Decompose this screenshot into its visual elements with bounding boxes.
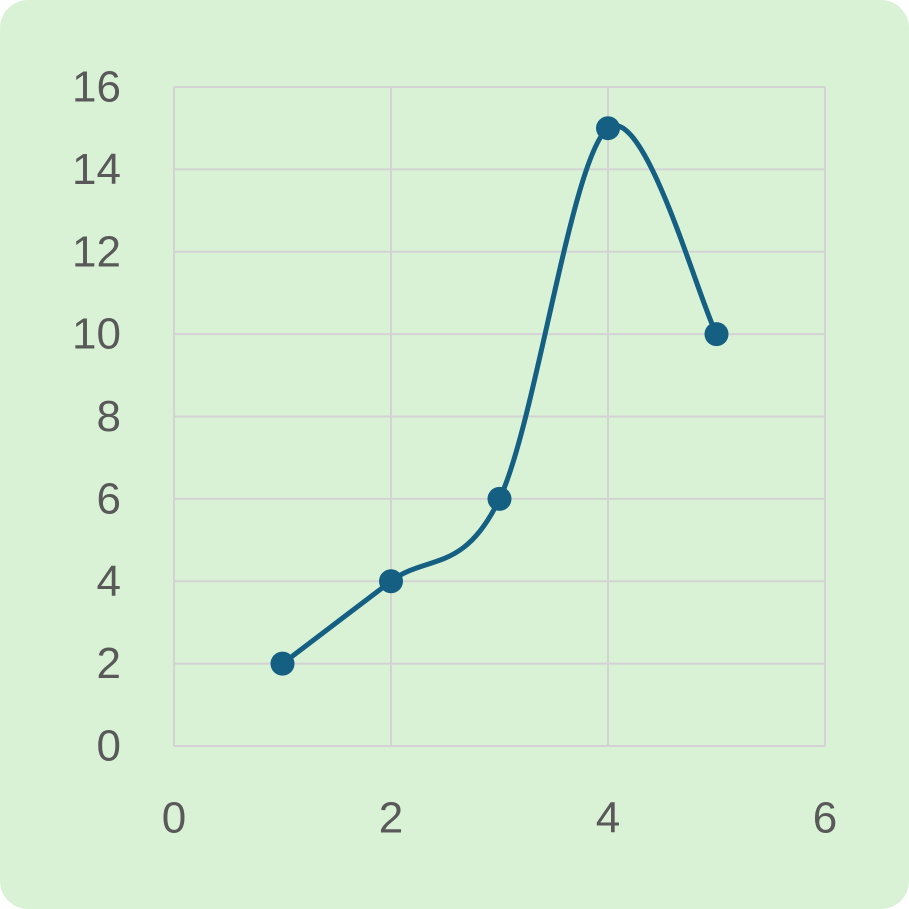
y-tick-label: 10 [72,310,121,359]
series-line [280,123,719,667]
y-tick-label: 8 [97,392,121,441]
x-tick-label: 2 [379,794,403,843]
x-tick-label: 6 [813,794,837,843]
data-point [487,486,512,511]
data-point [596,116,620,141]
y-tick-label: 12 [72,227,121,276]
y-axis-tick-labels: 0 2 4 6 8 10 12 14 16 [72,63,121,771]
x-axis-tick-labels: 0 2 4 6 [162,794,837,843]
data-point [704,322,729,347]
y-tick-label: 2 [97,639,121,688]
y-tick-label: 6 [97,474,121,523]
series-group [270,116,729,676]
y-tick-label: 16 [72,63,121,112]
gridlines [173,86,826,747]
y-tick-label: 14 [72,145,121,194]
y-tick-label: 4 [97,557,121,606]
data-point [270,651,295,676]
x-tick-label: 0 [162,794,186,843]
y-tick-label: 0 [97,722,121,771]
data-point [379,569,403,594]
x-tick-label: 4 [596,794,620,843]
